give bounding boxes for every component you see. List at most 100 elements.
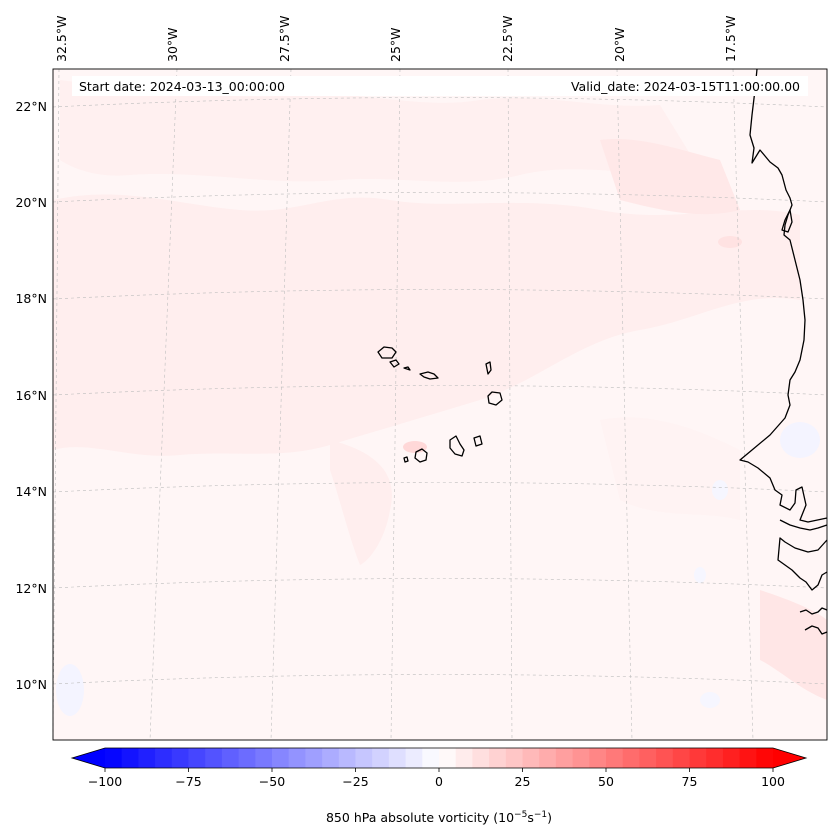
info-banner-background bbox=[72, 76, 808, 96]
parallel-line bbox=[52, 97, 828, 108]
africa-coastline bbox=[804, 625, 828, 635]
lat-label: 20°N bbox=[15, 195, 47, 210]
vorticity-patch-negative bbox=[712, 480, 728, 500]
africa-coastline bbox=[799, 607, 828, 615]
island-sao-vicente bbox=[389, 359, 400, 368]
vorticity-patch-negative bbox=[56, 664, 84, 716]
colorbar-high-extension bbox=[773, 748, 806, 768]
lon-label: 17.5°W bbox=[723, 16, 738, 62]
colorbar-tick-label: 50 bbox=[598, 774, 614, 789]
colorbar-cell bbox=[505, 748, 523, 768]
colorbar-cell bbox=[388, 748, 406, 768]
meridian-line bbox=[507, 68, 513, 741]
map-panel bbox=[52, 68, 828, 741]
colorbar-cell bbox=[706, 748, 724, 768]
lon-label: 20°W bbox=[612, 27, 627, 62]
colorbar-cell bbox=[338, 748, 356, 768]
vorticity-patch-negative bbox=[780, 422, 820, 458]
vorticity-patch-negative bbox=[694, 567, 706, 583]
colorbar-cell bbox=[572, 748, 590, 768]
africa-coastline bbox=[739, 68, 828, 523]
colorbar-cell bbox=[472, 748, 490, 768]
africa-coastline bbox=[779, 519, 828, 531]
colorbar-tick-label: 100 bbox=[761, 774, 785, 789]
island-santiago bbox=[449, 435, 465, 457]
parallel-line bbox=[52, 482, 828, 493]
vorticity-patch bbox=[760, 590, 827, 700]
info-banner: Start date: 2024-03-13_00:00:00 Valid_da… bbox=[72, 76, 808, 96]
lat-label: 16°N bbox=[15, 388, 47, 403]
colorbar-cell bbox=[105, 748, 123, 768]
lat-label: 18°N bbox=[15, 291, 47, 306]
colorbar-cell bbox=[322, 748, 340, 768]
vorticity-patch bbox=[53, 194, 800, 456]
africa-coastline bbox=[781, 209, 793, 233]
colorbar-cell bbox=[672, 748, 690, 768]
longitude-labels: 32.5°W 30°W 27.5°W 25°W 22.5°W 20°W 17.5… bbox=[54, 16, 738, 62]
colorbar-tick-label: −75 bbox=[175, 774, 201, 789]
colorbar-cell bbox=[138, 748, 156, 768]
graticule bbox=[52, 68, 828, 741]
lon-label: 25°W bbox=[388, 27, 403, 62]
colorbar-tick-label: −25 bbox=[342, 774, 368, 789]
island-brava bbox=[403, 456, 409, 463]
colorbar-cell bbox=[522, 748, 540, 768]
colorbar-cell bbox=[622, 748, 640, 768]
lat-label: 14°N bbox=[15, 484, 47, 499]
island-boa-vista bbox=[487, 391, 503, 406]
meridian-line bbox=[149, 68, 178, 741]
colorbar-cell bbox=[171, 748, 189, 768]
colorbar-low-extension bbox=[72, 748, 105, 768]
colorbar-tick-label: 0 bbox=[435, 774, 443, 789]
parallel-line bbox=[52, 578, 828, 589]
colorbar-cells bbox=[105, 748, 774, 768]
colorbar-tick-label: 75 bbox=[682, 774, 698, 789]
meridian-line bbox=[732, 68, 754, 741]
lon-label: 30°W bbox=[165, 27, 180, 62]
lon-label: 32.5°W bbox=[54, 16, 69, 62]
colorbar-cell bbox=[238, 748, 256, 768]
island-sao-nicolau bbox=[419, 371, 439, 380]
meridian-line bbox=[616, 68, 633, 741]
colorbar-cell bbox=[372, 748, 390, 768]
colorbar-cell bbox=[455, 748, 473, 768]
lon-label: 22.5°W bbox=[500, 16, 515, 62]
vorticity-field bbox=[53, 80, 827, 716]
vorticity-patch bbox=[600, 417, 740, 520]
colorbar-cell bbox=[272, 748, 290, 768]
colorbar-cell bbox=[405, 748, 423, 768]
colorbar-cell bbox=[288, 748, 306, 768]
island-santo-antao bbox=[377, 346, 397, 359]
meridian-line bbox=[270, 68, 292, 741]
colorbar-cell bbox=[439, 748, 457, 768]
vorticity-patch bbox=[330, 440, 392, 565]
vorticity-patch bbox=[60, 80, 700, 182]
island-maio bbox=[473, 435, 483, 447]
colorbar-cell bbox=[639, 748, 657, 768]
vorticity-patch bbox=[403, 441, 427, 453]
start-date-text: Start date: 2024-03-13_00:00:00 bbox=[79, 79, 285, 94]
colorbar-cell bbox=[606, 748, 624, 768]
colorbar-tick-label: 25 bbox=[515, 774, 531, 789]
parallel-line bbox=[52, 385, 828, 396]
colorbar-cell bbox=[489, 748, 507, 768]
colorbar-cell bbox=[355, 748, 373, 768]
vorticity-patch bbox=[718, 236, 742, 248]
colorbar-cell bbox=[555, 748, 573, 768]
vorticity-patch bbox=[600, 139, 740, 215]
map-frame bbox=[52, 68, 828, 741]
africa-coastline bbox=[777, 537, 828, 591]
colorbar-cell bbox=[422, 748, 440, 768]
colorbar-cell bbox=[539, 748, 557, 768]
island-fogo bbox=[414, 448, 428, 463]
colorbar-cell bbox=[121, 748, 139, 768]
parallel-line bbox=[52, 289, 828, 300]
colorbar-ticks: −100 −75 −50 −25 0 25 50 75 100 bbox=[88, 768, 785, 789]
colorbar-cell bbox=[722, 748, 740, 768]
parallel-line bbox=[52, 192, 828, 203]
lon-label: 27.5°W bbox=[277, 16, 292, 62]
coastline bbox=[377, 68, 828, 635]
island-sal bbox=[485, 361, 492, 375]
colorbar: −100 −75 −50 −25 0 25 50 75 100 850 hPa absolute… bbox=[70, 747, 808, 825]
colorbar-cell bbox=[205, 748, 223, 768]
